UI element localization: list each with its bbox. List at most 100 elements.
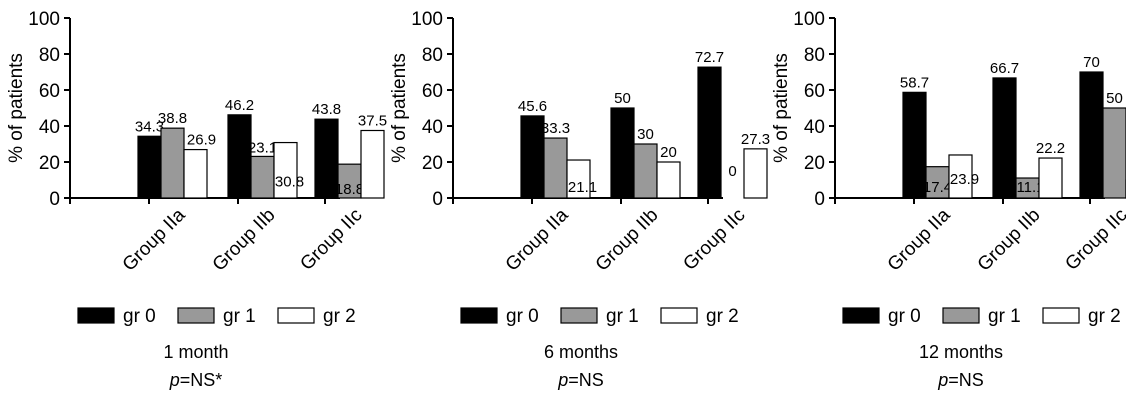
category-label-1: Group IIb — [209, 205, 280, 276]
data-label-1-0: 66.7 — [990, 60, 1019, 77]
y-tick-label: 60 — [422, 81, 443, 102]
panel-caption: 6 months — [544, 342, 618, 362]
category-label-1: Group IIb — [592, 205, 663, 276]
legend-swatch-0 — [460, 307, 498, 324]
legend-label-1: gr 1 — [988, 306, 1021, 327]
legend-label-0: gr 0 — [506, 306, 539, 327]
bar-0-2 — [566, 159, 591, 199]
legend-label-1: gr 1 — [223, 306, 256, 327]
data-label-0-1: 38.8 — [158, 110, 187, 127]
y-tick-label: 20 — [39, 153, 60, 174]
category-label-2: Group IIc — [296, 205, 366, 275]
legend-2: gr 0 gr 1 gr 2 — [460, 306, 739, 327]
legend-swatch-1 — [942, 307, 980, 324]
data-label-0-2: 26.9 — [187, 132, 216, 149]
y-tick-label: 100 — [411, 9, 443, 30]
legend-label-0: gr 0 — [123, 306, 156, 327]
bar-0-0 — [137, 135, 162, 199]
y-axis-title: % of patients — [771, 53, 792, 163]
data-label-2-2: 27.3 — [741, 131, 770, 148]
legend-label-0: gr 0 — [888, 306, 921, 327]
panel-pvalue: p=NS — [937, 370, 984, 390]
data-label-0-2: 23.9 — [950, 171, 979, 188]
pvalue-symbol: p — [169, 370, 180, 390]
data-label-1-0: 50 — [614, 90, 631, 107]
bar-2-2 — [743, 148, 768, 199]
legend-swatch-0 — [77, 307, 115, 324]
chart-panel-3: 0 20 40 60 80 100 % of patients 58.7 17.423.9 Gro… — [771, 9, 1126, 390]
y-tick-label: 100 — [28, 9, 60, 30]
data-label-0-2: 21.1 — [568, 179, 597, 196]
data-label-2-0: 72.7 — [695, 49, 724, 66]
y-tick-label: 0 — [814, 189, 825, 210]
category-label-0: Group IIa — [119, 204, 190, 275]
y-tick-label: 60 — [39, 81, 60, 102]
pvalue-result: =NS — [948, 370, 984, 390]
legend-swatch-2 — [277, 307, 315, 324]
category-label-0: Group IIa — [502, 204, 573, 275]
legend-swatch-2 — [1042, 307, 1080, 324]
y-tick-label: 80 — [422, 45, 443, 66]
category-label-1: Group IIb — [974, 205, 1045, 276]
data-label-1-1: 23.1 — [248, 139, 277, 156]
legend-label-2: gr 2 — [706, 306, 739, 327]
y-tick-label: 40 — [39, 117, 60, 138]
legend-swatch-1 — [177, 307, 215, 324]
data-label-2-2: 37.5 — [358, 113, 387, 130]
pvalue-symbol: p — [557, 370, 568, 390]
bar-1-2 — [656, 161, 681, 199]
y-tick-label: 80 — [804, 45, 825, 66]
bar-2-2 — [360, 129, 385, 199]
y-tick-label: 20 — [804, 153, 825, 174]
data-label-1-1: 11.1 — [1016, 179, 1044, 196]
y-tick-label: 20 — [422, 153, 443, 174]
category-label-2: Group IIc — [679, 205, 749, 275]
data-label-1-1: 30 — [637, 126, 654, 143]
y-tick-label: 40 — [422, 117, 443, 138]
bar-2-1 — [1102, 107, 1126, 199]
bar-0-2 — [948, 154, 973, 199]
data-label-2-0: 43.8 — [312, 101, 341, 118]
data-label-1-2: 20 — [660, 144, 677, 161]
pvalue-result: =NS — [568, 370, 604, 390]
data-label-0-0: 58.7 — [900, 74, 929, 91]
legend-label-2: gr 2 — [1088, 306, 1121, 327]
bar-0-1 — [543, 137, 568, 199]
y-axis-title: % of patients — [389, 53, 410, 163]
data-label-1-0: 46.2 — [225, 97, 254, 114]
bar-0-0 — [902, 91, 927, 199]
y-tick-label: 60 — [804, 81, 825, 102]
panel-caption: 12 months — [919, 342, 1003, 362]
data-label-0-1: 17.4 — [923, 179, 952, 196]
bar-1-1 — [633, 143, 658, 199]
bar-1-0 — [610, 107, 635, 199]
bar-1-1 — [250, 155, 275, 199]
bar-0-1 — [160, 127, 185, 199]
data-label-1-2: 30.8 — [275, 174, 304, 191]
legend-3: gr 0 gr 1 gr 2 — [842, 306, 1121, 327]
category-label-2: Group IIc — [1061, 205, 1126, 275]
data-label-2-1: 0 — [728, 163, 736, 180]
y-tick-label: 80 — [39, 45, 60, 66]
chart-panel-2: 0 20 40 60 80 100 % of patients 45.6 33.3 21.1 Gro… — [389, 9, 770, 390]
y-tick-label: 40 — [804, 117, 825, 138]
bar-2-0 — [314, 118, 339, 199]
legend-label-2: gr 2 — [323, 306, 356, 327]
data-label-0-0: 34.3 — [135, 118, 164, 135]
data-label-2-1: 50 — [1106, 90, 1123, 107]
bar-0-2 — [183, 148, 208, 199]
data-label-0-1: 33.3 — [541, 120, 570, 137]
panel-pvalue: p=NS* — [169, 370, 223, 390]
data-label-0-0: 45.6 — [518, 98, 547, 115]
legend-1: gr 0 gr 1 gr 2 — [77, 306, 356, 327]
pvalue-result: =NS* — [180, 370, 223, 390]
bar-1-0 — [992, 77, 1017, 199]
legend-swatch-0 — [842, 307, 880, 324]
legend-label-1: gr 1 — [606, 306, 639, 327]
bar-1-2 — [273, 141, 298, 199]
legend-swatch-2 — [660, 307, 698, 324]
bar-2-0 — [697, 66, 722, 199]
data-label-2-1: 18.8 — [335, 181, 364, 198]
